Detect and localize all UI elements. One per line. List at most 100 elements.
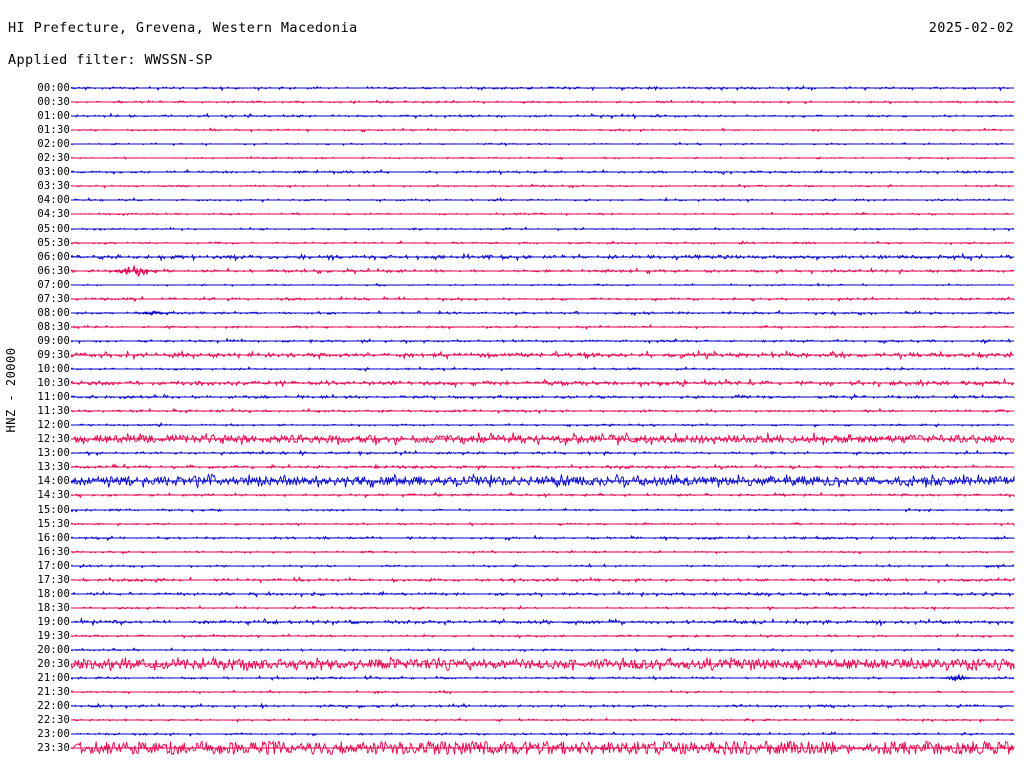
trace-row: 08:00 [0, 306, 1024, 320]
trace-row-waveform [70, 418, 1014, 432]
trace-row-time-label: 22:30 [37, 714, 70, 727]
trace-row: 12:30 [0, 432, 1024, 446]
trace-row: 03:30 [0, 179, 1024, 193]
trace-row: 06:30 [0, 263, 1024, 278]
trace-row-time-label: 04:00 [37, 194, 70, 207]
trace-row-time-label: 09:30 [37, 348, 70, 361]
trace-row-waveform [70, 699, 1014, 713]
trace-row-time-label: 18:30 [37, 601, 70, 614]
trace-row-waveform [70, 446, 1015, 460]
trace-row-waveform [70, 517, 1015, 531]
trace-row-waveform [70, 615, 1015, 629]
trace-row-waveform [70, 306, 1015, 320]
trace-row: 19:00 [0, 615, 1024, 629]
trace-row: 02:00 [0, 137, 1024, 151]
trace-row-waveform [70, 655, 1015, 673]
trace-row-waveform [70, 95, 1015, 109]
trace-row-waveform [70, 713, 1014, 727]
trace-row: 00:00 [0, 81, 1024, 95]
seismic-event-small-event [138, 310, 169, 316]
trace-row: 09:30 [0, 348, 1024, 362]
trace-row-waveform [70, 151, 1015, 165]
trace-row-time-label: 01:30 [37, 124, 70, 137]
trace-row-waveform [70, 320, 1014, 334]
trace-row-waveform [70, 81, 1014, 95]
trace-row-time-label: 19:00 [37, 615, 70, 628]
trace-row-time-label: 05:30 [37, 236, 70, 249]
trace-row-waveform [70, 390, 1015, 404]
applied-filter-label: Applied filter: WWSSN-SP [8, 52, 213, 68]
trace-row-time-label: 04:30 [37, 208, 70, 221]
trace-row: 05:00 [0, 222, 1024, 236]
trace-row: 03:00 [0, 165, 1024, 179]
trace-row: 14:00 [0, 473, 1024, 490]
trace-row-waveform [70, 165, 1014, 179]
trace-row: 22:00 [0, 699, 1024, 713]
trace-row-time-label: 05:00 [37, 222, 70, 235]
trace-row-time-label: 09:00 [37, 334, 70, 347]
trace-row-time-label: 06:00 [37, 250, 70, 263]
trace-row: 23:30 [0, 740, 1024, 757]
trace-row-time-label: 21:30 [37, 686, 70, 699]
trace-row-waveform [70, 545, 1015, 559]
trace-row: 11:00 [0, 390, 1024, 404]
trace-row: 13:00 [0, 446, 1024, 460]
trace-row-waveform [70, 222, 1015, 236]
trace-row-time-label: 12:00 [37, 419, 70, 432]
trace-row: 20:30 [0, 655, 1024, 673]
trace-row-waveform [70, 488, 1015, 502]
trace-row-waveform [70, 207, 1014, 221]
trace-row-waveform [70, 503, 1014, 517]
trace-row: 15:30 [0, 517, 1024, 531]
seismic-event-large-event [109, 263, 161, 277]
trace-row-waveform [70, 671, 1015, 685]
trace-row: 10:00 [0, 362, 1024, 376]
trace-row: 16:30 [0, 545, 1024, 559]
trace-row-waveform [70, 109, 1014, 123]
trace-row: 13:30 [0, 460, 1024, 474]
trace-row-time-label: 08:30 [37, 320, 70, 333]
trace-row-waveform [70, 236, 1014, 250]
trace-row-time-label: 14:30 [37, 489, 70, 502]
trace-row-time-label: 01:00 [37, 110, 70, 123]
trace-row-waveform [70, 193, 1014, 207]
trace-row-waveform [70, 727, 1015, 741]
trace-row-waveform [70, 601, 1015, 615]
trace-row-waveform [70, 137, 1014, 151]
trace-row: 18:00 [0, 587, 1024, 601]
trace-row: 01:00 [0, 109, 1024, 123]
trace-row-waveform [70, 348, 1015, 362]
trace-row: 04:30 [0, 207, 1024, 221]
trace-row: 14:30 [0, 488, 1024, 502]
trace-row: 11:30 [0, 404, 1024, 418]
trace-row-time-label: 22:00 [37, 700, 70, 713]
trace-row-waveform [70, 404, 1014, 418]
trace-row-time-label: 10:00 [37, 363, 70, 375]
trace-row-waveform [70, 740, 1015, 757]
page-title: HI Prefecture, Grevena, Western Macedoni… [8, 20, 358, 36]
trace-row-waveform [70, 292, 1015, 306]
trace-row-time-label: 08:00 [37, 306, 70, 319]
trace-row-time-label: 19:30 [37, 629, 70, 642]
trace-row-time-label: 15:00 [37, 503, 70, 516]
trace-row-time-label: 11:30 [37, 405, 70, 418]
trace-row-waveform [70, 643, 1015, 657]
trace-row: 18:30 [0, 601, 1024, 615]
trace-row: 16:00 [0, 531, 1024, 545]
trace-row: 17:00 [0, 559, 1024, 573]
trace-row-time-label: 12:30 [37, 433, 70, 446]
trace-row-time-label: 20:30 [37, 658, 70, 671]
trace-row-time-label: 00:00 [37, 82, 70, 94]
record-date: 2025-02-02 [928, 20, 1014, 36]
trace-row-waveform [70, 334, 1014, 348]
trace-row-time-label: 23:30 [37, 742, 70, 755]
trace-row: 02:30 [0, 151, 1024, 165]
trace-row-waveform [70, 278, 1014, 292]
trace-row-time-label: 00:30 [37, 96, 70, 109]
trace-row-waveform [70, 179, 1014, 193]
trace-row-time-label: 17:00 [37, 559, 70, 572]
trace-row-time-label: 16:30 [37, 545, 70, 558]
trace-row-time-label: 02:30 [37, 152, 70, 165]
trace-row-waveform [70, 629, 1014, 643]
trace-row-time-label: 06:30 [37, 264, 70, 277]
